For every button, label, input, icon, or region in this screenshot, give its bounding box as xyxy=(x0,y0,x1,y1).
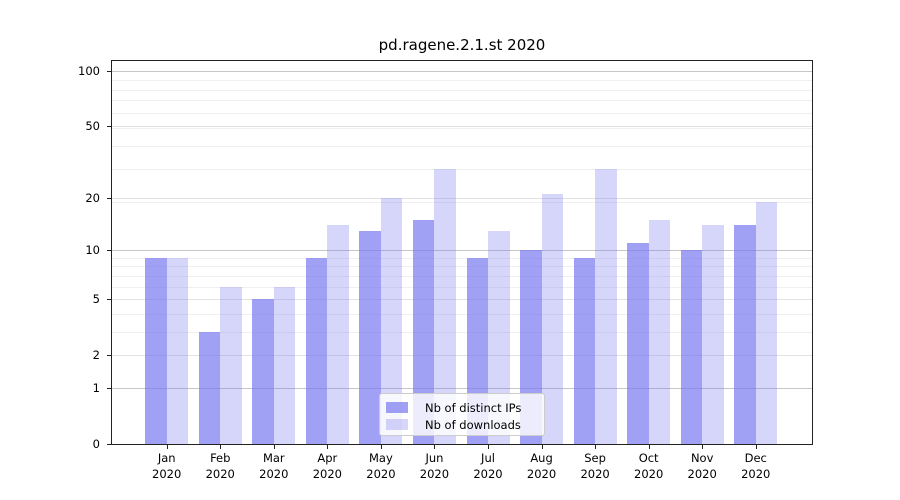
minor-gridline xyxy=(112,275,812,277)
x-tick-mark xyxy=(648,445,650,449)
y-tick-label: 2 xyxy=(92,348,100,363)
x-tick-mark xyxy=(273,445,275,449)
bar-downloads-may xyxy=(380,197,403,444)
legend-swatch-distinct-ips xyxy=(386,402,408,413)
bar-distinct-ips-apr xyxy=(305,257,328,444)
x-tick-label-aug: Aug 2020 xyxy=(526,451,557,481)
bar-distinct-ips-dec xyxy=(734,225,756,444)
x-tick-label-nov: Nov 2020 xyxy=(687,451,717,481)
bar-downloads-dec xyxy=(755,201,778,444)
bar-downloads-aug xyxy=(541,194,564,444)
minor-gridline xyxy=(112,112,812,114)
legend-swatch-downloads xyxy=(386,419,408,430)
x-tick-mark xyxy=(220,445,222,449)
x-tick-label-sep: Sep 2020 xyxy=(580,451,610,481)
bar-downloads-nov xyxy=(702,225,724,444)
bar-downloads-oct xyxy=(648,219,671,444)
x-tick-mark xyxy=(380,445,382,449)
gridline-1 xyxy=(112,387,812,389)
bar-distinct-ips-jan xyxy=(145,257,167,444)
y-tick-label: 1 xyxy=(92,380,100,395)
bar-downloads-jan xyxy=(166,257,189,444)
y-tick-mark xyxy=(107,197,111,199)
gridline-2 xyxy=(112,355,812,357)
minor-gridline xyxy=(112,89,812,91)
bar-distinct-ips-jun xyxy=(412,219,435,444)
y-tick-label: 10 xyxy=(85,243,100,258)
y-tick-mark xyxy=(107,444,111,445)
bar-distinct-ips-mar xyxy=(252,299,274,444)
bar-distinct-ips-feb xyxy=(198,331,221,444)
minor-gridline xyxy=(112,266,812,268)
x-tick-mark xyxy=(166,445,168,449)
legend: Nb of distinct IPs Nb of downloads xyxy=(379,393,545,436)
minor-gridline xyxy=(112,145,812,147)
bar-downloads-sep xyxy=(595,168,617,444)
x-tick-label-feb: Feb 2020 xyxy=(205,451,235,481)
legend-label-downloads: Nb of downloads xyxy=(425,417,521,432)
gridline-10 xyxy=(112,250,812,252)
minor-gridline xyxy=(112,286,812,288)
y-tick-mark xyxy=(107,250,111,252)
bar-distinct-ips-oct xyxy=(627,243,649,444)
gridline-50 xyxy=(112,126,812,128)
x-tick-label-may: May 2020 xyxy=(366,451,396,481)
plot-area xyxy=(111,60,813,445)
gridline-20 xyxy=(112,197,812,199)
bar-downloads-apr xyxy=(327,225,349,444)
minor-gridline xyxy=(112,257,812,259)
x-tick-label-apr: Apr 2020 xyxy=(312,451,342,481)
x-tick-mark xyxy=(755,445,757,449)
y-tick-label: 100 xyxy=(78,63,100,78)
y-tick-mark xyxy=(107,355,111,357)
bar-distinct-ips-may xyxy=(359,230,381,444)
bar-downloads-jun xyxy=(434,168,456,444)
x-tick-mark xyxy=(434,445,436,449)
minor-gridline xyxy=(112,80,812,82)
legend-label-distinct-ips: Nb of distinct IPs xyxy=(425,400,522,415)
minor-gridline xyxy=(112,127,812,129)
gridline-5 xyxy=(112,299,812,301)
chart-title: pd.ragene.2.1.st 2020 xyxy=(378,36,546,54)
bar-downloads-jul xyxy=(488,230,510,444)
minor-gridline xyxy=(112,100,812,102)
y-tick-label: 20 xyxy=(85,190,100,205)
x-tick-mark xyxy=(488,445,489,449)
legend-item-downloads: Nb of downloads xyxy=(386,416,536,433)
x-tick-label-jan: Jan 2020 xyxy=(152,451,182,481)
bar-downloads-mar xyxy=(273,286,296,444)
y-tick-label: 0 xyxy=(92,437,100,451)
x-tick-label-jun: Jun 2020 xyxy=(419,451,450,481)
x-tick-mark xyxy=(595,445,597,449)
y-tick-mark xyxy=(107,70,111,72)
y-tick-mark xyxy=(107,387,111,389)
y-tick-label: 50 xyxy=(85,119,100,134)
minor-gridline xyxy=(112,331,812,333)
x-tick-label-jul: Jul 2020 xyxy=(473,451,503,481)
x-tick-label-dec: Dec 2020 xyxy=(741,451,771,481)
bar-distinct-ips-nov xyxy=(680,250,703,444)
minor-gridline xyxy=(112,201,812,203)
x-tick-label-mar: Mar 2020 xyxy=(259,451,289,481)
x-tick-mark xyxy=(702,445,704,449)
minor-gridline xyxy=(112,168,812,170)
y-tick-mark xyxy=(107,299,111,301)
legend-item-distinct-ips: Nb of distinct IPs xyxy=(386,399,536,416)
x-tick-label-oct: Oct 2020 xyxy=(634,451,664,481)
y-tick-label: 5 xyxy=(92,292,100,307)
minor-gridline xyxy=(112,313,812,315)
gridline-100 xyxy=(112,70,812,72)
x-tick-mark xyxy=(541,445,543,449)
bar-distinct-ips-sep xyxy=(573,257,596,444)
y-tick-mark xyxy=(107,126,111,128)
x-tick-mark xyxy=(327,445,329,449)
bar-downloads-feb xyxy=(220,286,242,444)
